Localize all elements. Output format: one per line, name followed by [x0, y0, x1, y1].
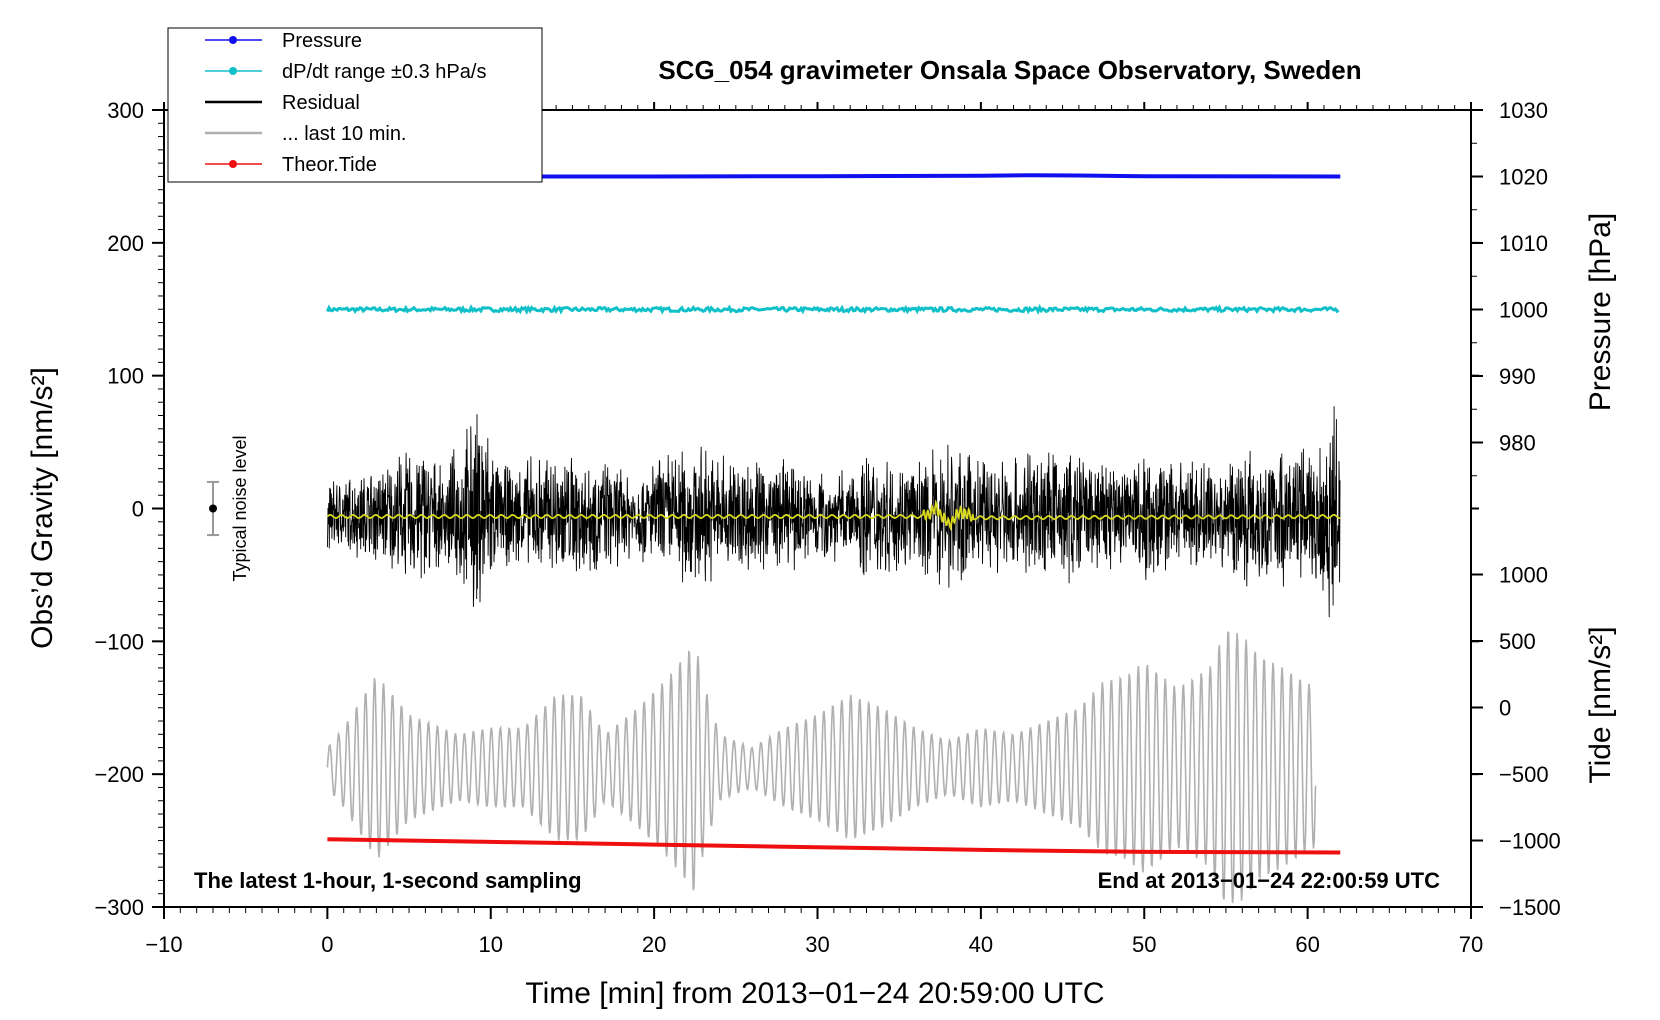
right-axes: 980 990 1000 1010 1020 1030 −1500 −1000 −500 0 500… — [1471, 98, 1561, 920]
legend-label: Residual — [282, 92, 360, 114]
x-tick-label: −10 — [145, 932, 182, 957]
y-tick-label: 200 — [107, 231, 144, 256]
y-tick-label: −200 — [94, 762, 144, 787]
y-tick-label: −100 — [94, 629, 144, 654]
x-tick-label: 20 — [642, 932, 666, 957]
noise-marker: Typical noise level — [207, 435, 250, 582]
x-tick-label: 10 — [479, 932, 503, 957]
x-tick-label: 30 — [805, 932, 829, 957]
tide-tick-label: 0 — [1499, 696, 1511, 721]
pressure-tick-label: 1000 — [1499, 298, 1548, 323]
tide-tick-label: −1000 — [1499, 829, 1561, 854]
pressure-tick-label: 1010 — [1499, 231, 1548, 256]
legend-marker — [229, 36, 237, 44]
tide-tick-label: −1500 — [1499, 895, 1561, 920]
pressure-tick-label: 1020 — [1499, 165, 1548, 190]
y-axis-title-gravity: Obs’d Gravity [nm/s²] — [26, 367, 59, 649]
note-end-time: End at 2013−01−24 22:00:59 UTC — [1098, 868, 1441, 893]
legend-marker — [229, 160, 237, 168]
y-tick-label: 300 — [107, 98, 144, 123]
series-pressure — [327, 173, 1341, 179]
legend: Pressure dP/dt range ±0.3 hPa/s Residual..… — [167, 27, 543, 183]
x-tick-label: 70 — [1459, 932, 1483, 957]
pressure-tick-label: 990 — [1499, 364, 1536, 389]
y-tick-label: 0 — [132, 497, 144, 522]
y-tick-label: 100 — [107, 364, 144, 389]
y-axis-title-tide: Tide [nm/s²] — [1584, 626, 1617, 783]
noise-dot — [209, 504, 218, 513]
x-axis-title: Time [min] from 2013−01−24 20:59:00 UTC — [525, 977, 1104, 1010]
series-residual-smoothed — [326, 499, 1341, 532]
x-tick-label: 0 — [321, 932, 333, 957]
noise-label: Typical noise level — [230, 435, 250, 581]
series-theor-tide — [327, 837, 1341, 855]
x-tick-label: 60 — [1295, 932, 1319, 957]
series-dpdt — [326, 303, 1340, 316]
chart-title: SCG_054 gravimeter Onsala Space Observat… — [658, 55, 1361, 85]
pressure-tick-label: 1030 — [1499, 98, 1548, 123]
tide-tick-label: −500 — [1499, 762, 1549, 787]
legend-label: ... last 10 min. — [282, 123, 407, 145]
series-residual — [326, 406, 1341, 618]
legend-marker — [229, 67, 237, 75]
gravity-axis: −300 −200 −100 0 100 200 300 — [94, 98, 1479, 920]
pressure-tick-label: 980 — [1499, 431, 1536, 456]
x-tick-label: 50 — [1132, 932, 1156, 957]
legend-label: Pressure — [282, 30, 362, 52]
y-axis-title-pressure: Pressure [hPa] — [1584, 213, 1617, 411]
series-layer — [326, 173, 1341, 904]
legend-label: Theor.Tide — [282, 154, 377, 176]
x-tick-label: 40 — [969, 932, 993, 957]
series-last-10-min — [326, 631, 1317, 904]
y-tick-label: −300 — [94, 895, 144, 920]
tide-tick-label: 1000 — [1499, 563, 1548, 588]
time-axis: −10 0 10 20 30 40 50 60 70 — [145, 102, 1483, 957]
note-sampling: The latest 1-hour, 1-second sampling — [194, 868, 582, 893]
tide-tick-label: 500 — [1499, 629, 1536, 654]
legend-box — [167, 27, 543, 183]
legend-label: dP/dt range ±0.3 hPa/s — [282, 61, 486, 83]
